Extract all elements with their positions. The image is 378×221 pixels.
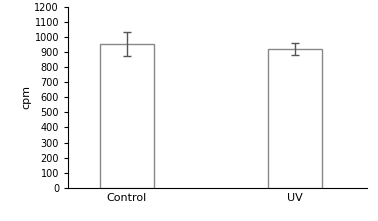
Bar bbox=[268, 49, 322, 188]
Y-axis label: cpm: cpm bbox=[22, 85, 32, 109]
Bar bbox=[99, 44, 154, 188]
